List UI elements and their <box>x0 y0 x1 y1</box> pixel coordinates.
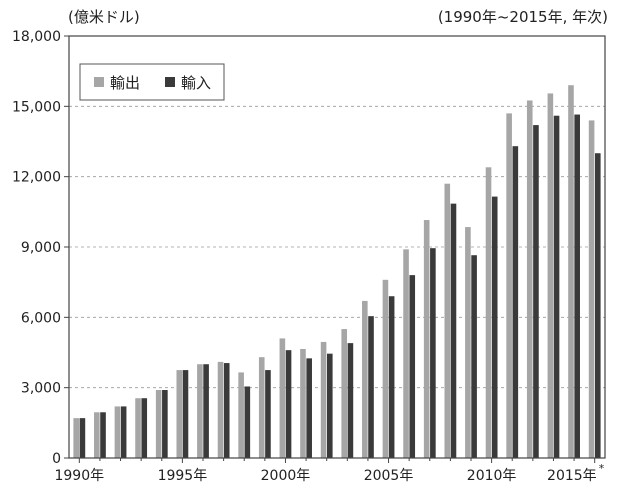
bar-import-2014 <box>574 114 580 458</box>
bar-import-1994 <box>162 390 168 458</box>
bar-export-2004 <box>362 300 368 458</box>
bar-import-1998 <box>244 386 251 458</box>
bar-import-2010 <box>491 196 498 458</box>
bar-import-2005 <box>388 296 395 458</box>
legend-swatch-export <box>94 77 104 87</box>
bar-export-2009 <box>465 227 471 458</box>
y-tick-label: 3,000 <box>21 381 61 397</box>
legend: 輸出 輸入 <box>79 63 225 101</box>
bar-import-2006 <box>409 275 416 458</box>
y-tick-label: 0 <box>52 451 61 467</box>
x-axis-ticks: 1990年 1995年 2000年 2005年 2010年 2015年 * <box>54 458 605 484</box>
bar-export-1997 <box>217 361 224 458</box>
bar-export-1992 <box>114 406 121 458</box>
bar-export-1999 <box>258 357 265 458</box>
plot-frame <box>68 35 606 459</box>
bar-export-1994 <box>155 390 162 458</box>
bar-import-2015 <box>594 153 601 458</box>
bar-export-2011 <box>506 113 512 459</box>
bar-export-2007 <box>423 220 430 458</box>
x-tick-note: * <box>599 462 605 475</box>
bar-export-1996 <box>197 364 203 458</box>
x-tick-label: 2005年 <box>364 468 414 484</box>
legend-label-export: 輸出 <box>110 74 140 92</box>
bar-export-2014 <box>568 85 574 458</box>
bar-export-2002 <box>320 341 327 458</box>
y-tick-label: 6,000 <box>21 310 61 326</box>
bar-import-2013 <box>553 115 560 459</box>
bar-import-2003 <box>347 343 354 458</box>
gridlines <box>69 105 605 389</box>
bar-import-2007 <box>430 248 436 458</box>
unit-label: (億米ドル) <box>68 8 140 26</box>
bar-import-2000 <box>285 350 292 458</box>
period-label: (1990年~2015年, 年次) <box>438 8 608 26</box>
y-tick-label: 9,000 <box>21 240 61 256</box>
bar-export-1990 <box>73 418 80 458</box>
y-tick-label: 15,000 <box>12 99 61 115</box>
bar-import-1991 <box>100 412 106 458</box>
bar-export-2012 <box>526 100 533 458</box>
bar-import-1995 <box>182 370 189 458</box>
bar-import-2001 <box>306 358 312 458</box>
legend-swatch-import <box>165 77 175 87</box>
bar-import-2002 <box>326 353 333 458</box>
bar-export-2003 <box>341 329 348 458</box>
x-tick-label: 1995年 <box>158 468 208 484</box>
x-tick-label: 2010年 <box>467 468 517 484</box>
x-tick-label: 1990年 <box>54 468 104 484</box>
legend-label-import: 輸入 <box>181 74 211 92</box>
bar-import-1992 <box>120 406 127 458</box>
bar-export-2000 <box>279 338 286 458</box>
bar-import-2012 <box>533 125 539 458</box>
bar-export-1993 <box>135 398 141 458</box>
bar-import-2011 <box>512 146 519 458</box>
bar-import-1990 <box>79 418 86 458</box>
bar-export-2010 <box>485 167 492 459</box>
bar-import-1999 <box>265 370 271 458</box>
bar-import-2008 <box>450 203 457 458</box>
bar-export-1991 <box>94 412 100 458</box>
bar-import-2009 <box>471 255 477 458</box>
x-tick-label: 2000年 <box>261 468 311 484</box>
y-axis-ticks: 0 3,000 6,000 9,000 12,000 15,000 18,000 <box>12 29 69 467</box>
bar-export-2001 <box>300 348 306 458</box>
y-tick-label: 12,000 <box>12 170 61 186</box>
bar-export-2006 <box>403 249 409 458</box>
bar-export-2013 <box>547 93 554 458</box>
y-tick-label: 18,000 <box>12 29 61 45</box>
x-tick-label: 2015年 <box>547 468 597 484</box>
bar-import-1993 <box>141 398 148 458</box>
bar-export-1998 <box>238 372 244 458</box>
bar-export-1995 <box>176 370 183 458</box>
bars <box>73 85 601 459</box>
bar-export-2008 <box>444 183 451 458</box>
bar-import-2004 <box>368 316 374 458</box>
bar-export-2015 <box>588 120 595 459</box>
bar-import-1996 <box>203 364 209 458</box>
bar-import-1997 <box>223 363 230 458</box>
bar-export-2005 <box>382 279 389 458</box>
